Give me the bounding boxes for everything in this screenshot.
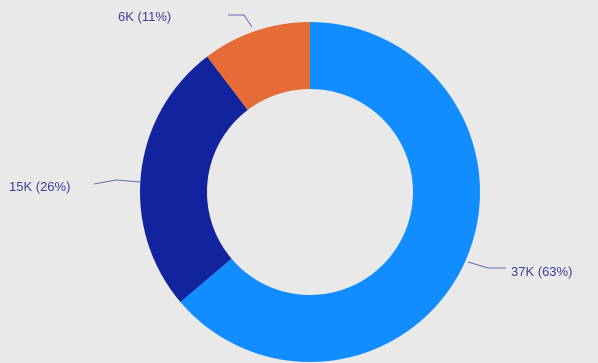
data-label-15k-26: 15K (26%) — [9, 179, 70, 194]
donut-slice-37k-63[interactable] — [180, 22, 481, 362]
data-label-6k-11: 6K (11%) — [118, 9, 171, 24]
leader-line-37k-63 — [467, 261, 506, 269]
leader-line-6k-11 — [228, 14, 253, 28]
labels-layer: 37K (63%) 15K (26%) 6K (11%) — [9, 9, 572, 279]
donut-slice-6k-11[interactable] — [207, 22, 310, 111]
donut-slice-15k-26[interactable] — [140, 56, 248, 303]
slices-layer — [140, 22, 481, 362]
leader-line-15k-26 — [93, 179, 141, 185]
data-label-37k-63: 37K (63%) — [511, 264, 572, 279]
